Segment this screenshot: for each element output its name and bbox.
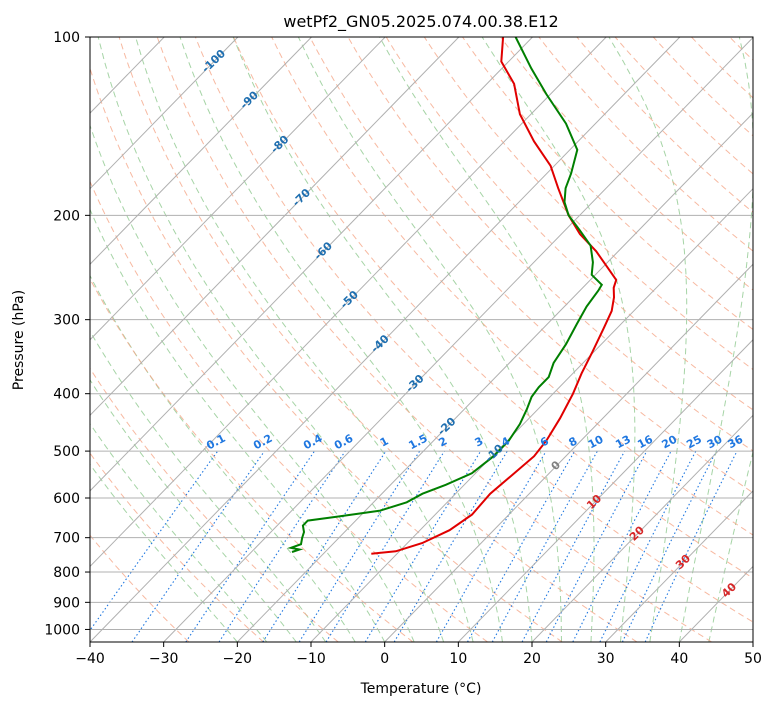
isotherm-line bbox=[384, 263, 753, 642]
y-axis-ticks: 100 200 300 400 500 600 700 800 900 1000 bbox=[44, 30, 90, 638]
x-tick-label: −10 bbox=[296, 651, 326, 667]
mixing-ratio-label: 10 bbox=[586, 433, 606, 452]
isotherm-line bbox=[236, 112, 753, 642]
mixing-ratio-line bbox=[435, 450, 547, 642]
plot-frame bbox=[89, 36, 754, 643]
isotherm-line bbox=[90, 37, 460, 417]
mixing-ratio-line bbox=[621, 450, 717, 642]
dry-adiabat-line bbox=[233, 37, 753, 579]
mixing-ratio-label: 20 bbox=[660, 433, 680, 452]
x-tick-label: −40 bbox=[75, 651, 105, 667]
x-axis-ticks: −40 −30 −20 −10 0 10 20 30 40 50 bbox=[75, 642, 762, 667]
x-tick-label: 40 bbox=[670, 651, 688, 667]
isotherm-line bbox=[310, 187, 753, 642]
isotherm-line bbox=[90, 37, 239, 190]
dry-adiabat-line bbox=[156, 37, 712, 642]
dry-adiabat-line bbox=[614, 37, 753, 175]
y-tick-label: 100 bbox=[53, 30, 80, 46]
dry-adiabat-line bbox=[385, 37, 753, 411]
moist-adiabat-line bbox=[379, 37, 595, 642]
mixing-ratio-line bbox=[364, 450, 482, 642]
mixing-ratio-line bbox=[491, 450, 598, 642]
mixing-ratio-label: 16 bbox=[635, 433, 655, 452]
dry-adiabats bbox=[90, 37, 753, 642]
mixing-ratio-line bbox=[298, 450, 421, 642]
x-tick-label: 30 bbox=[597, 651, 615, 667]
x-tick-label: 10 bbox=[449, 651, 467, 667]
dry-adiabat-line bbox=[271, 37, 753, 536]
dry-adiabat-line bbox=[309, 37, 753, 494]
isotherm-line bbox=[605, 490, 753, 642]
mixing-ratio-line bbox=[467, 450, 576, 642]
pressure-grid-lines bbox=[90, 37, 753, 630]
isotherm-line bbox=[163, 37, 753, 642]
isotherm-line bbox=[90, 37, 681, 642]
mixing-ratio-line bbox=[521, 450, 626, 642]
sounding-trace-line bbox=[287, 37, 604, 553]
moist-adiabat-line bbox=[297, 37, 562, 642]
mixing-ratio-line bbox=[644, 450, 738, 642]
y-tick-label: 900 bbox=[53, 595, 80, 611]
x-tick-label: 0 bbox=[380, 651, 389, 667]
moist-adiabat-line bbox=[678, 37, 753, 642]
dry-adiabat-line bbox=[90, 278, 414, 642]
plot-area: -100-90-80-70-60-50-40-30-20-10010203040… bbox=[90, 37, 753, 642]
mixing-ratio-line bbox=[325, 450, 445, 642]
isotherm-line bbox=[457, 339, 753, 642]
y-tick-label: 400 bbox=[53, 387, 80, 403]
dry-adiabat-line bbox=[90, 452, 264, 642]
dry-adiabat-line bbox=[423, 37, 753, 371]
moist-adiabat-line bbox=[90, 208, 386, 642]
chart-title: wetPf2_GN05.2025.074.00.38.E12 bbox=[283, 12, 558, 32]
y-axis-title: Pressure (hPa) bbox=[11, 290, 27, 390]
y-tick-label: 200 bbox=[53, 208, 80, 224]
mixing-ratio-label: 36 bbox=[726, 433, 746, 452]
y-tick-label: 600 bbox=[53, 491, 80, 507]
sounding-traces bbox=[287, 37, 618, 555]
y-tick-label: 1000 bbox=[44, 622, 80, 638]
x-axis-title: Temperature (°C) bbox=[360, 681, 482, 697]
mixing-ratio-label: 30 bbox=[705, 433, 725, 452]
mixing-ratio-line bbox=[262, 450, 387, 642]
isotherm-line bbox=[531, 414, 753, 642]
mixing-ratio-lines bbox=[90, 450, 738, 642]
moist-adiabat-line bbox=[90, 463, 238, 642]
isotherm-line bbox=[90, 37, 312, 265]
x-tick-label: 50 bbox=[744, 651, 762, 667]
mixing-ratio-label: 25 bbox=[684, 433, 704, 452]
moist-adiabat-line bbox=[97, 37, 445, 642]
dry-adiabat-line bbox=[500, 37, 753, 291]
moist-adiabat-line bbox=[90, 422, 268, 642]
mixing-ratio-line bbox=[393, 450, 508, 642]
sounding-trace-line bbox=[371, 37, 618, 555]
y-tick-label: 500 bbox=[53, 444, 80, 460]
x-tick-label: 20 bbox=[523, 651, 541, 667]
x-tick-label: −30 bbox=[149, 651, 179, 667]
mixing-ratio-line bbox=[90, 450, 219, 632]
mixing-ratio-label: 13 bbox=[613, 433, 633, 452]
y-tick-label: 700 bbox=[53, 531, 80, 547]
moist-adiabat-line bbox=[135, 37, 474, 642]
y-tick-label: 800 bbox=[53, 565, 80, 581]
moist-adiabat-line bbox=[481, 37, 636, 642]
y-tick-label: 300 bbox=[53, 313, 80, 329]
isotherm-line bbox=[90, 37, 607, 568]
isotherm-line bbox=[90, 37, 533, 492]
dry-adiabat-line bbox=[462, 37, 753, 331]
dry-adiabat-line bbox=[90, 66, 563, 642]
dry-adiabat-line bbox=[118, 37, 638, 642]
x-tick-label: −20 bbox=[223, 651, 253, 667]
moist-adiabat-line bbox=[608, 37, 688, 642]
moist-adiabat-line bbox=[179, 37, 503, 642]
moist-adiabat-line bbox=[232, 37, 533, 642]
dry-adiabat-line bbox=[90, 180, 488, 642]
moist-adiabat-line bbox=[90, 124, 415, 642]
